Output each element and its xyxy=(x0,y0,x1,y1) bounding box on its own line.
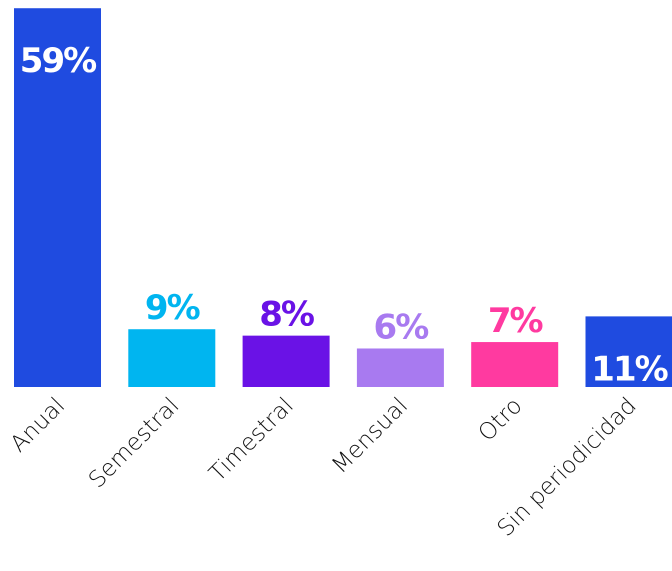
x-tick-label: Otro xyxy=(474,393,528,447)
bar xyxy=(14,8,101,387)
bar xyxy=(356,348,444,387)
x-tick-label: Anual xyxy=(6,393,71,458)
x-tick-label: Semestral xyxy=(84,393,185,494)
value-label: 8% xyxy=(259,295,314,335)
x-tick-label: Mensual xyxy=(327,393,413,479)
value-label: 6% xyxy=(374,307,429,347)
value-label: 9% xyxy=(145,288,200,328)
bar xyxy=(242,335,330,387)
x-tick-label: Timestral xyxy=(205,393,299,487)
bar xyxy=(471,342,559,387)
value-label: 7% xyxy=(488,301,543,341)
bar xyxy=(128,329,216,387)
value-label: 59% xyxy=(20,41,96,81)
value-label: 11% xyxy=(591,349,667,389)
bar xyxy=(585,316,672,387)
